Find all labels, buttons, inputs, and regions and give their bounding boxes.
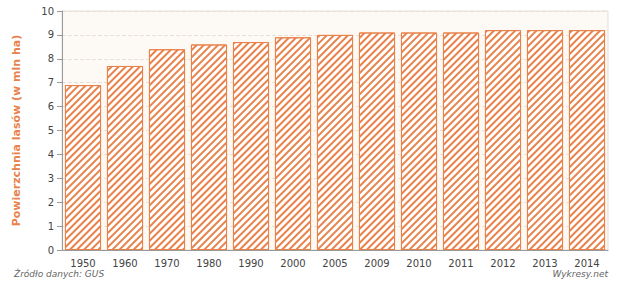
svg-text:8: 8	[48, 53, 54, 64]
svg-text:5: 5	[48, 125, 54, 136]
svg-text:2013: 2013	[532, 258, 557, 269]
svg-text:Źródło danych: GUS: Źródło danych: GUS	[13, 268, 104, 279]
svg-text:1970: 1970	[154, 258, 179, 269]
svg-text:2009: 2009	[364, 258, 389, 269]
svg-text:1960: 1960	[112, 258, 137, 269]
svg-text:2000: 2000	[280, 258, 305, 269]
svg-text:1950: 1950	[70, 258, 95, 269]
svg-text:Powierzchnia lasów (w mln ha): Powierzchnia lasów (w mln ha)	[10, 35, 23, 227]
svg-text:3: 3	[48, 173, 54, 184]
svg-text:1: 1	[48, 221, 54, 232]
svg-text:1980: 1980	[196, 258, 221, 269]
svg-text:0: 0	[48, 245, 54, 256]
svg-text:2014: 2014	[574, 258, 599, 269]
svg-text:2012: 2012	[490, 258, 515, 269]
svg-text:2010: 2010	[406, 258, 431, 269]
svg-text:9: 9	[48, 29, 54, 40]
svg-text:6: 6	[48, 101, 54, 112]
svg-text:2005: 2005	[322, 258, 347, 269]
svg-text:1990: 1990	[238, 258, 263, 269]
svg-text:10: 10	[41, 6, 54, 17]
svg-text:2: 2	[48, 197, 54, 208]
svg-text:7: 7	[48, 77, 54, 88]
svg-text:2011: 2011	[448, 258, 473, 269]
svg-text:4: 4	[48, 149, 54, 160]
svg-text:Wykresy.net: Wykresy.net	[552, 269, 608, 279]
